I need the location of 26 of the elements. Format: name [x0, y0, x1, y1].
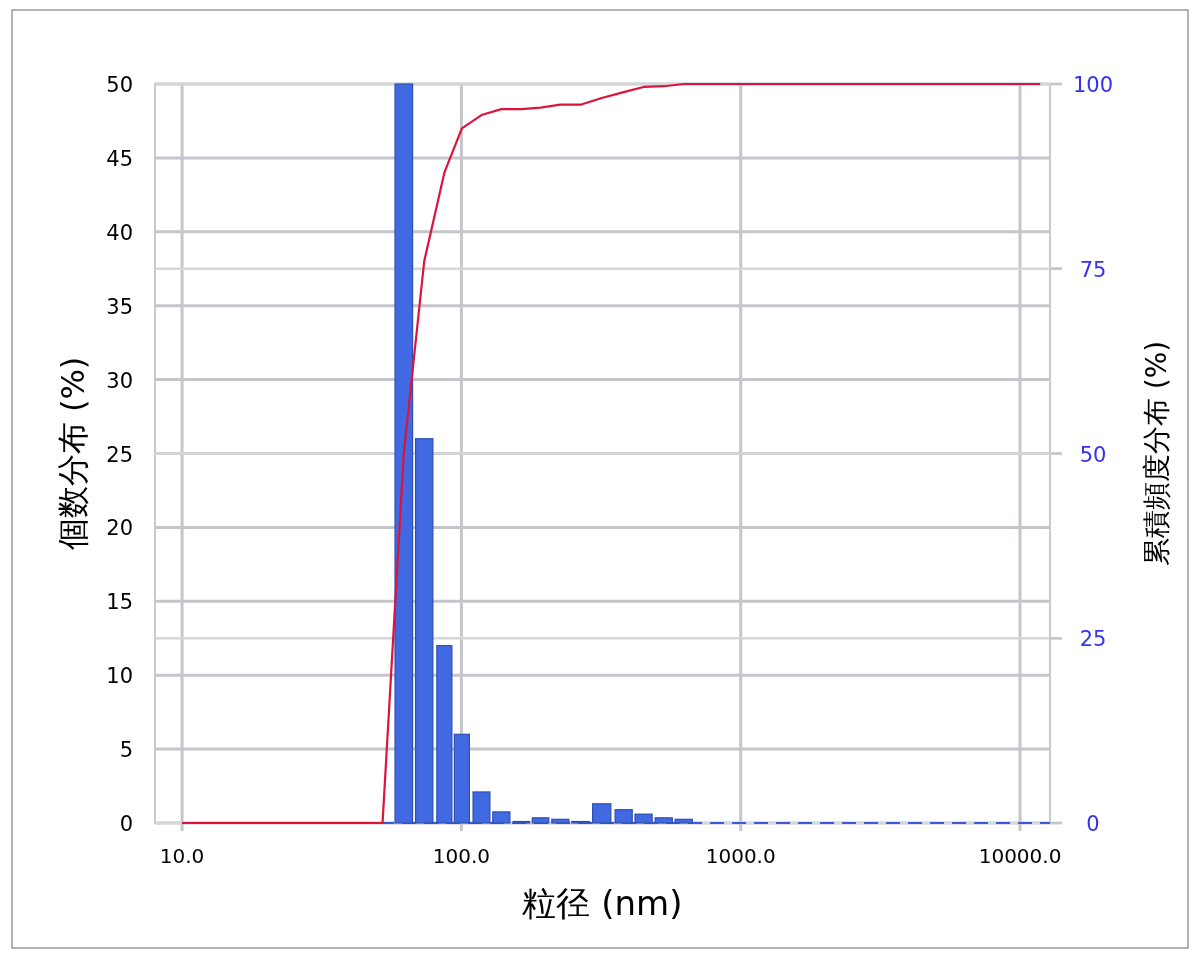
y2-tick-label: 100 [1072, 73, 1114, 97]
y-axis-title: 個数分布 (%) [54, 356, 92, 551]
x-axis-title: 粒径 (nm) [522, 883, 683, 923]
x-tick-label: 100.0 [432, 844, 491, 868]
bar [592, 803, 612, 824]
y-tick-label: 5 [119, 738, 133, 763]
y-tick-label: 30 [106, 368, 133, 393]
x-tick-label: 10.0 [159, 844, 205, 868]
y-tick-label: 15 [106, 590, 133, 615]
y-tick-label: 20 [106, 516, 133, 541]
x-tick-label: 1000.0 [705, 844, 776, 868]
y-tick-label: 40 [106, 220, 133, 245]
bar [551, 818, 570, 824]
y-tick-label: 0 [119, 812, 133, 836]
y-tick-label: 45 [106, 146, 133, 171]
y-tick-label: 10 [106, 664, 133, 689]
y2-tick-label: 75 [1079, 257, 1107, 282]
y-tick-label: 50 [106, 73, 133, 97]
y2-tick-label: 50 [1079, 442, 1107, 467]
y-tick-label: 25 [106, 442, 133, 467]
y2-tick-label: 0 [1086, 812, 1100, 836]
y2-tick-label: 25 [1079, 627, 1107, 652]
x-tick-label: 10000.0 [978, 844, 1062, 868]
y-tick-label: 35 [106, 294, 133, 319]
y2-axis-title: 累積頻度分布 (%) [1140, 340, 1173, 567]
bar [531, 817, 550, 824]
